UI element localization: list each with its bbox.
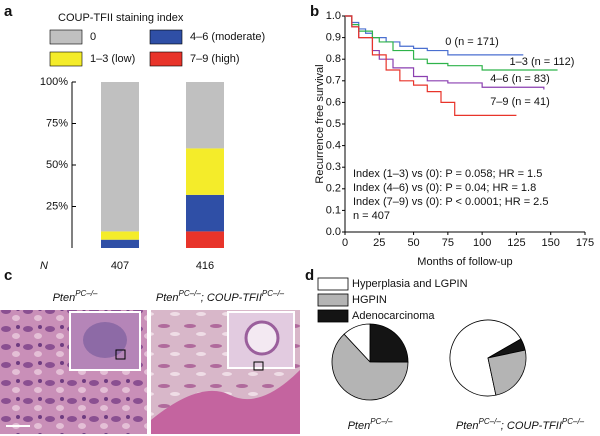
- y-tick-label: 25%: [46, 200, 68, 212]
- annotation: Index (1–3) vs (0): P = 0.058; HR = 1.5: [353, 168, 542, 180]
- annotation: n = 407: [353, 210, 390, 222]
- label-part: PC–/–: [262, 289, 285, 298]
- y-tick-label: 0.2: [326, 183, 341, 195]
- x-axis-label: N: [40, 260, 48, 272]
- legend-swatch: [317, 293, 349, 307]
- y-axis-label: Recurrence free survival: [314, 64, 326, 183]
- micrograph: [0, 310, 300, 434]
- series-label: 1–3 (n = 112): [510, 56, 575, 68]
- legend-swatch: [317, 277, 349, 291]
- image-label: PtenPC–/–; COUP-TFIIPC–/–: [156, 289, 285, 304]
- x-tick-label: 100: [473, 237, 491, 249]
- legend-swatch: [149, 51, 183, 67]
- legend-label: Adenocarcinoma: [352, 310, 435, 322]
- y-tick-label: 0.7: [326, 75, 341, 87]
- legend-label: 1–3 (low): [90, 53, 135, 65]
- y-tick-label: 50%: [46, 159, 68, 171]
- legend-label: HGPIN: [352, 294, 387, 306]
- label-part: PC–/–: [370, 417, 393, 426]
- survival-curve: [345, 15, 517, 116]
- x-tick-label: 175: [576, 237, 594, 249]
- legend-label: 0: [90, 31, 96, 43]
- y-tick-label: 0.1: [326, 204, 341, 216]
- pie-slice: [331, 333, 409, 401]
- x-axis-label: Months of follow-up: [417, 256, 512, 268]
- legend-swatch: [49, 29, 83, 45]
- x-tick-label: 25: [373, 237, 385, 249]
- x-tick-label: 50: [407, 237, 419, 249]
- label-part: Pten: [156, 292, 179, 304]
- label-part: PC–/–: [75, 289, 98, 298]
- y-tick-label: 0.5: [326, 118, 341, 130]
- y-tick-label: 0.9: [326, 32, 341, 44]
- y-tick-label: 0.4: [326, 140, 341, 152]
- y-tick-label: 100%: [40, 76, 68, 88]
- y-tick-label: 0.0: [326, 226, 341, 238]
- series-label: 4–6 (n = 83): [490, 73, 550, 85]
- y-tick-label: 0.3: [326, 161, 341, 173]
- annotation: Index (4–6) vs (0): P = 0.04; HR = 1.8: [353, 182, 536, 194]
- bar-segment: [186, 148, 224, 195]
- label-part: ; COUP-TFII: [201, 292, 262, 304]
- x-tick-label: 416: [196, 260, 214, 272]
- y-tick-label: 0.8: [326, 53, 341, 65]
- bar-segment: [101, 82, 139, 232]
- pie-label: PtenPC–/–; COUP-TFIIPC–/–: [456, 417, 585, 432]
- x-tick-label: 125: [507, 237, 525, 249]
- x-tick-label: 75: [442, 237, 454, 249]
- panel-letter: b: [310, 3, 319, 20]
- legend-label: 4–6 (moderate): [190, 31, 265, 43]
- x-tick-label: 0: [342, 237, 348, 249]
- pie-label: PtenPC–/–: [348, 417, 393, 432]
- bar-segment: [186, 231, 224, 248]
- series-label: 7–9 (n = 41): [490, 96, 550, 108]
- annotation: Index (7–9) vs (0): P < 0.0001; HR = 2.5: [353, 196, 548, 208]
- series-label: 0 (n = 171): [445, 36, 499, 48]
- legend-label: 7–9 (high): [190, 53, 240, 65]
- x-tick-label: 150: [542, 237, 560, 249]
- survival-curve: [345, 15, 558, 71]
- legend-swatch: [317, 309, 349, 323]
- legend-swatch: [149, 29, 183, 45]
- image-label: PtenPC–/–: [53, 289, 98, 304]
- label-part: PC–/–: [479, 417, 502, 426]
- bar-segment: [101, 231, 139, 240]
- label-part: Pten: [456, 420, 479, 432]
- panel-letter: c: [4, 267, 12, 284]
- label-part: PC–/–: [179, 289, 202, 298]
- label-part: ; COUP-TFII: [501, 420, 562, 432]
- panel-letter: a: [4, 3, 13, 20]
- pie-slice: [487, 349, 527, 396]
- bar-segment: [101, 239, 139, 248]
- pie-slice: [449, 319, 522, 397]
- label-part: Pten: [348, 420, 371, 432]
- y-tick-label: 0.6: [326, 96, 341, 108]
- pie-slice: [369, 323, 409, 363]
- legend-label: Hyperplasia and LGPIN: [352, 278, 468, 290]
- y-tick-label: 75%: [46, 117, 68, 129]
- bar-segment: [186, 194, 224, 232]
- legend-title: COUP-TFII staining index: [58, 12, 184, 24]
- y-tick-label: 1.0: [326, 10, 341, 22]
- panel-letter: d: [305, 267, 314, 284]
- bar-segment: [186, 82, 224, 149]
- label-part: PC–/–: [562, 417, 585, 426]
- legend-swatch: [49, 51, 83, 67]
- x-tick-label: 407: [111, 260, 129, 272]
- label-part: Pten: [53, 292, 76, 304]
